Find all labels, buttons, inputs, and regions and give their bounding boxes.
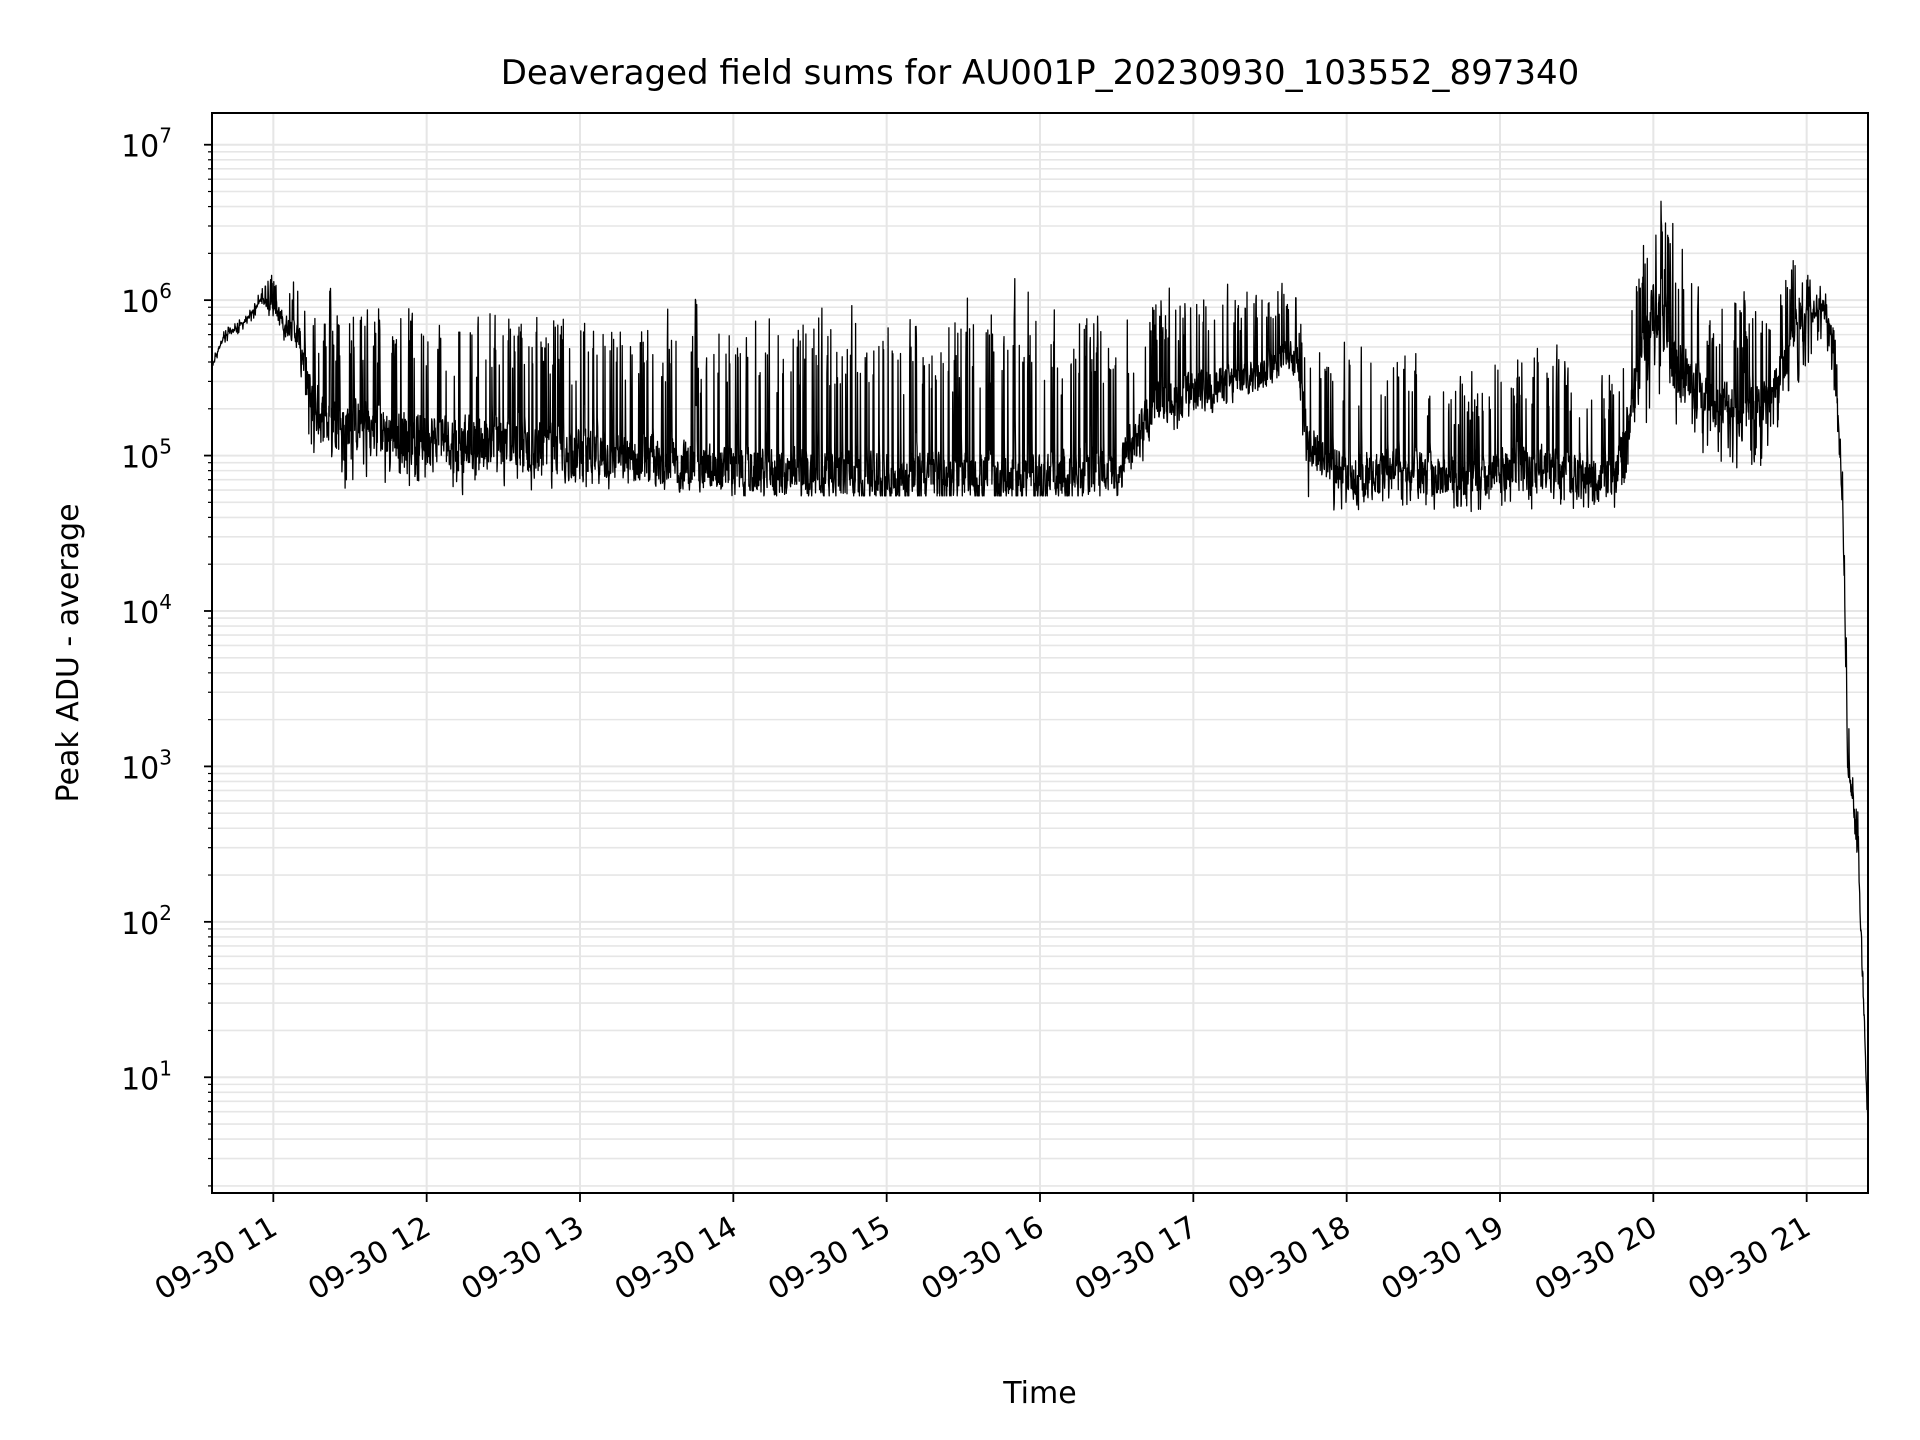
y-tick-label: 107 — [121, 124, 172, 165]
y-axis-label: Peak ADU - average — [51, 503, 86, 802]
series-layer — [211, 200, 1869, 1138]
y-tick-label: 105 — [121, 435, 172, 476]
y-tick-label: 103 — [121, 745, 172, 786]
series-line — [211, 200, 1869, 1138]
y-tick-label: 106 — [121, 279, 172, 320]
y-tick-label: 104 — [121, 590, 172, 631]
y-tick-label: 102 — [121, 901, 172, 942]
y-tick-label: 101 — [121, 1056, 172, 1097]
chart-title: Deaveraged field sums for AU001P_2023093… — [501, 53, 1580, 93]
x-axis-label: Time — [1002, 1376, 1076, 1411]
y-ticks: 101 102 103 104 105 106 107 — [121, 124, 212, 1187]
